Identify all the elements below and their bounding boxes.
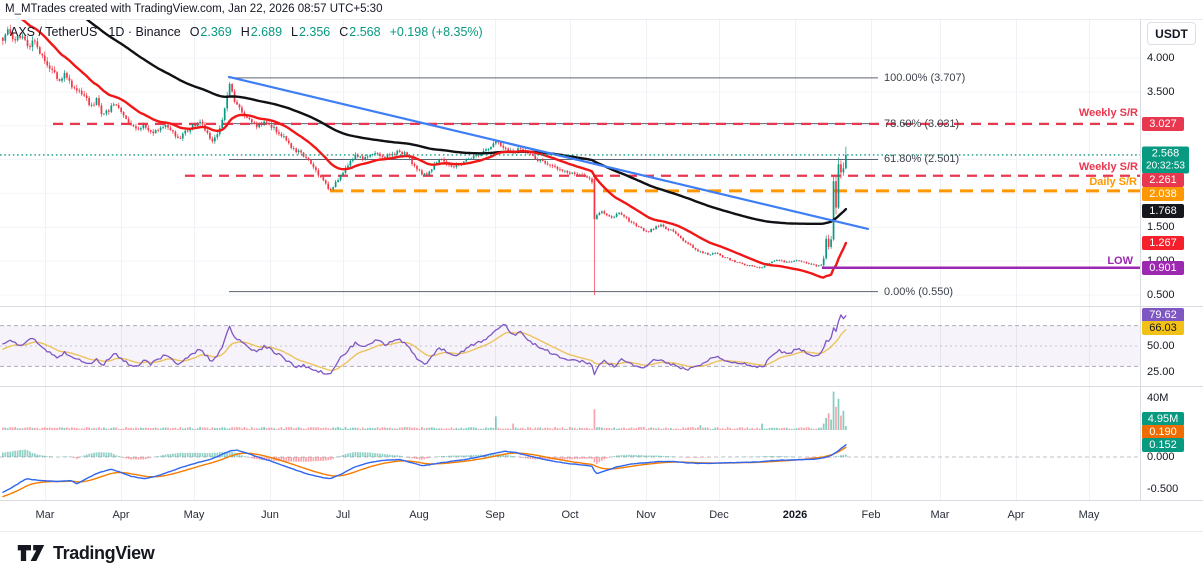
time-axis-label[interactable]: Feb <box>861 509 881 521</box>
pane-separator-rsi-volume[interactable] <box>0 386 1203 387</box>
price-badge: 3.027 <box>1142 116 1184 131</box>
open-value: O 2.369 <box>189 25 232 39</box>
price-badge: 1.768 <box>1142 204 1184 218</box>
fast-ma-line <box>20 20 848 279</box>
fib-level-label: 61.80% (2.501) <box>884 153 960 166</box>
close-value: C 2.568 <box>339 25 381 39</box>
oscillator-fast-line <box>2 444 847 493</box>
price-axis-tick[interactable]: 25.00 <box>1147 365 1175 378</box>
high-value: H 2.689 <box>240 25 283 39</box>
price-badge: 0.152 <box>1142 438 1184 452</box>
price-axis-tick[interactable]: 0.000 <box>1147 451 1175 463</box>
price-badge: 2.261 <box>1142 173 1184 187</box>
price-axis-border <box>1140 19 1141 501</box>
price-axis-tick[interactable]: 4.000 <box>1147 52 1175 64</box>
price-axis-tick[interactable]: 3.500 <box>1147 85 1175 98</box>
rsi-ma-line <box>2 328 847 372</box>
slow-ma-line <box>85 20 848 226</box>
time-axis-label[interactable]: May <box>1078 509 1100 521</box>
grid-lines <box>0 20 1140 500</box>
currency-toggle-button[interactable]: USDT <box>1147 22 1196 45</box>
bottom-separator <box>0 531 1203 532</box>
fib-level-label: 78.60% (3.031) <box>884 117 960 130</box>
rsi-line <box>2 314 847 376</box>
pane-separator-volume-axis <box>0 500 1203 501</box>
time-axis-label[interactable]: 2026 <box>782 509 808 521</box>
price-badge: 0.190 <box>1142 425 1184 439</box>
price-axis-tick[interactable]: -0.500 <box>1147 483 1179 495</box>
fib-level-label: 0.00% (0.550) <box>884 285 954 298</box>
pane-separator-main-rsi[interactable] <box>0 306 1203 307</box>
price-badge: 2.038 <box>1142 186 1184 201</box>
tradingview-logo-text: TradingView <box>53 542 155 563</box>
change-value: +0.198 (+8.35%) <box>389 25 483 39</box>
trendline-drawing[interactable] <box>227 75 870 231</box>
time-axis-label[interactable]: Apr <box>1007 509 1025 521</box>
top-separator <box>0 19 1203 20</box>
time-axis-label[interactable]: Jun <box>261 509 279 521</box>
time-axis-label[interactable]: Aug <box>409 509 429 521</box>
price-badge: 0.901 <box>1142 261 1184 275</box>
price-badge: 79.62 <box>1142 308 1184 322</box>
time-axis-label[interactable]: Nov <box>636 509 656 521</box>
price-axis-tick[interactable]: 40M <box>1147 392 1169 404</box>
fib-retracement-drawing[interactable] <box>229 77 878 293</box>
attribution-text: M_MTrades created with TradingView.com, … <box>5 3 383 15</box>
low-line-label: LOW <box>1107 255 1133 267</box>
price-axis-tick[interactable]: 1.500 <box>1147 221 1175 234</box>
symbol-ohlc-bar: AXS / TetherUS · 1D · Binance O 2.369 H 2.… <box>10 25 483 39</box>
time-axis-label[interactable]: Sep <box>485 509 505 521</box>
time-axis-label[interactable]: Jul <box>335 509 351 521</box>
price-axis-tick[interactable]: 50.00 <box>1147 340 1175 352</box>
time-axis-label[interactable]: Mar <box>35 509 55 521</box>
time-axis-label[interactable]: Mar <box>930 509 950 521</box>
symbol-title[interactable]: AXS / TetherUS · 1D · Binance <box>10 25 181 39</box>
price-badge: 2.568 20:32:53 <box>1142 146 1189 174</box>
time-axis-label[interactable]: May <box>183 509 205 521</box>
time-axis-label[interactable]: Oct <box>561 509 579 521</box>
sr-line-label: Weekly S/R <box>1078 107 1138 119</box>
low-value: L 2.356 <box>291 25 331 39</box>
price-badge: 66.03 <box>1142 321 1184 335</box>
countdown-timer: 20:32:53 <box>1146 160 1185 172</box>
price-badge: 4.95M <box>1142 412 1184 426</box>
tradingview-logo-icon <box>17 545 45 561</box>
sr-line-label: Daily S/R <box>1089 175 1137 188</box>
tradingview-logo[interactable]: TradingView <box>16 540 155 566</box>
time-axis-label[interactable]: Apr <box>112 509 130 521</box>
time-axis-label[interactable]: Dec <box>709 509 729 521</box>
sr-line-label: Weekly S/R <box>1078 161 1138 173</box>
fib-level-label: 100.00% (3.707) <box>884 71 966 84</box>
volume-series <box>2 391 847 430</box>
price-axis-tick[interactable]: 0.500 <box>1147 288 1175 301</box>
price-badge: 1.267 <box>1142 236 1184 250</box>
